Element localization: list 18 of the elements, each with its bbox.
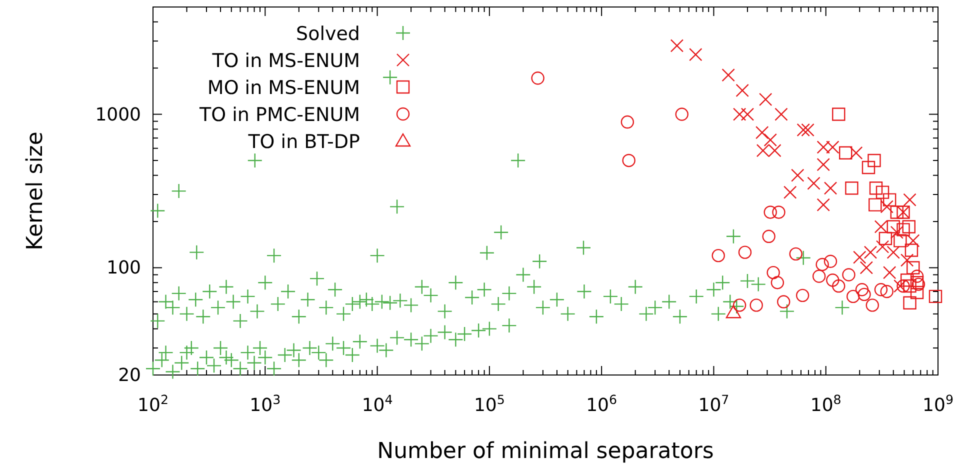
- x-tick-label: 10$^{4}$: [362, 392, 393, 416]
- y-tick-label: 100: [106, 258, 141, 279]
- x-axis-title: Number of minimal separators: [377, 439, 714, 464]
- legend-label: MO in MS-ENUM: [207, 77, 360, 99]
- legend-label: TO in BT-DP: [247, 131, 360, 153]
- legend-label: TO in PMC-ENUM: [198, 104, 360, 126]
- y-tick-label: 1000: [95, 104, 141, 126]
- x-tick-label: 10$^{2}$: [138, 392, 168, 416]
- x-tick-label: 10$^{9}$: [922, 392, 954, 416]
- x-tick-label: 10$^{3}$: [250, 392, 281, 416]
- x-tick-label: 10$^{5}$: [474, 392, 505, 416]
- y-tick-label: 20: [118, 365, 141, 386]
- legend-label: TO in MS-ENUM: [211, 50, 360, 72]
- legend-label: Solved: [296, 23, 360, 45]
- y-axis-title: Kernel size: [23, 132, 48, 250]
- x-tick-label: 10$^{6}$: [586, 392, 618, 416]
- x-tick-label: 10$^{7}$: [698, 392, 730, 416]
- x-tick-label: 10$^{8}$: [810, 392, 842, 416]
